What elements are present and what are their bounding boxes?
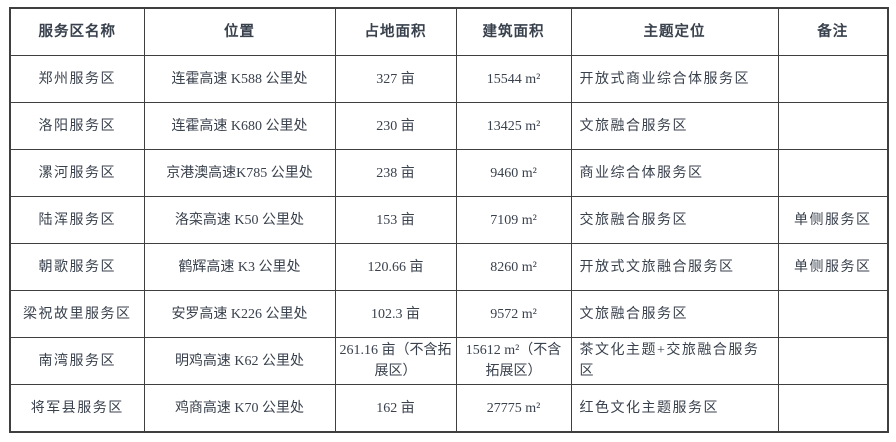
cell-remark	[777, 149, 889, 197]
col-header-remarks: 备注	[777, 7, 889, 56]
cell-building-area: 9572 m²	[455, 290, 572, 338]
table-row: 郑州服务区 连霍高速 K588 公里处 327 亩 15544 m² 开放式商业综合体服…	[9, 55, 889, 103]
cell-theme: 开放式商业综合体服务区	[570, 55, 779, 103]
service-area-table: 服务区名称 位置 占地面积 建筑面积 主题定位 备注 郑州服务区 连霍高速 K58…	[9, 7, 889, 433]
cell-name: 将军县服务区	[9, 384, 145, 433]
cell-land-area: 327 亩	[334, 55, 457, 103]
cell-remark	[777, 55, 889, 103]
cell-building-area: 8260 m²	[455, 243, 572, 291]
cell-location: 洛栾高速 K50 公里处	[143, 196, 336, 244]
col-header-theme: 主题定位	[570, 7, 779, 56]
cell-remark	[777, 290, 889, 338]
cell-land-area: 261.16 亩（不含拓展区）	[334, 337, 457, 385]
cell-location: 连霍高速 K680 公里处	[143, 102, 336, 150]
table-row: 洛阳服务区 连霍高速 K680 公里处 230 亩 13425 m² 文旅融合服务区	[9, 102, 889, 150]
header-row: 服务区名称 位置 占地面积 建筑面积 主题定位 备注	[9, 7, 889, 56]
col-header-land-area: 占地面积	[334, 7, 457, 56]
cell-name: 漯河服务区	[9, 149, 145, 197]
cell-name: 南湾服务区	[9, 337, 145, 385]
cell-theme: 茶文化主题+交旅融合服务区	[570, 337, 779, 385]
table-row: 朝歌服务区 鹤辉高速 K3 公里处 120.66 亩 8260 m² 开放式文旅融合服务…	[9, 243, 889, 291]
cell-remark	[777, 102, 889, 150]
cell-building-area: 13425 m²	[455, 102, 572, 150]
cell-remark	[777, 384, 889, 433]
col-header-building-area: 建筑面积	[455, 7, 572, 56]
cell-land-area: 238 亩	[334, 149, 457, 197]
cell-theme: 交旅融合服务区	[570, 196, 779, 244]
cell-building-area: 15544 m²	[455, 55, 572, 103]
table-row: 梁祝故里服务区 安罗高速 K226 公里处 102.3 亩 9572 m² 文旅融合服务…	[9, 290, 889, 338]
table-row: 漯河服务区 京港澳高速K785 公里处 238 亩 9460 m² 商业综合体服务区	[9, 149, 889, 197]
cell-land-area: 230 亩	[334, 102, 457, 150]
cell-theme: 红色文化主题服务区	[570, 384, 779, 433]
cell-location: 鸡商高速 K70 公里处	[143, 384, 336, 433]
cell-name: 郑州服务区	[9, 55, 145, 103]
cell-remark: 单侧服务区	[777, 243, 889, 291]
table-row: 陆浑服务区 洛栾高速 K50 公里处 153 亩 7109 m² 交旅融合服务区 单侧服务…	[9, 196, 889, 244]
table-row: 南湾服务区 明鸡高速 K62 公里处 261.16 亩（不含拓展区） 15612 m²…	[9, 337, 889, 385]
cell-land-area: 162 亩	[334, 384, 457, 433]
cell-remark: 单侧服务区	[777, 196, 889, 244]
cell-location: 京港澳高速K785 公里处	[143, 149, 336, 197]
cell-building-area: 7109 m²	[455, 196, 572, 244]
cell-remark	[777, 337, 889, 385]
cell-name: 陆浑服务区	[9, 196, 145, 244]
cell-land-area: 153 亩	[334, 196, 457, 244]
cell-name: 朝歌服务区	[9, 243, 145, 291]
cell-building-area: 15612 m²（不含拓展区）	[455, 337, 572, 385]
cell-location: 连霍高速 K588 公里处	[143, 55, 336, 103]
cell-theme: 开放式文旅融合服务区	[570, 243, 779, 291]
cell-theme: 文旅融合服务区	[570, 102, 779, 150]
cell-name: 洛阳服务区	[9, 102, 145, 150]
cell-theme: 文旅融合服务区	[570, 290, 779, 338]
table-row: 将军县服务区 鸡商高速 K70 公里处 162 亩 27775 m² 红色文化主题服务区	[9, 384, 889, 433]
cell-land-area: 102.3 亩	[334, 290, 457, 338]
cell-land-area: 120.66 亩	[334, 243, 457, 291]
col-header-location: 位置	[143, 7, 336, 56]
cell-building-area: 27775 m²	[455, 384, 572, 433]
cell-location: 安罗高速 K226 公里处	[143, 290, 336, 338]
cell-name: 梁祝故里服务区	[9, 290, 145, 338]
cell-location: 鹤辉高速 K3 公里处	[143, 243, 336, 291]
col-header-name: 服务区名称	[9, 7, 145, 56]
cell-location: 明鸡高速 K62 公里处	[143, 337, 336, 385]
cell-building-area: 9460 m²	[455, 149, 572, 197]
table-body: 郑州服务区 连霍高速 K588 公里处 327 亩 15544 m² 开放式商业综合体服…	[9, 55, 889, 433]
cell-theme: 商业综合体服务区	[570, 149, 779, 197]
